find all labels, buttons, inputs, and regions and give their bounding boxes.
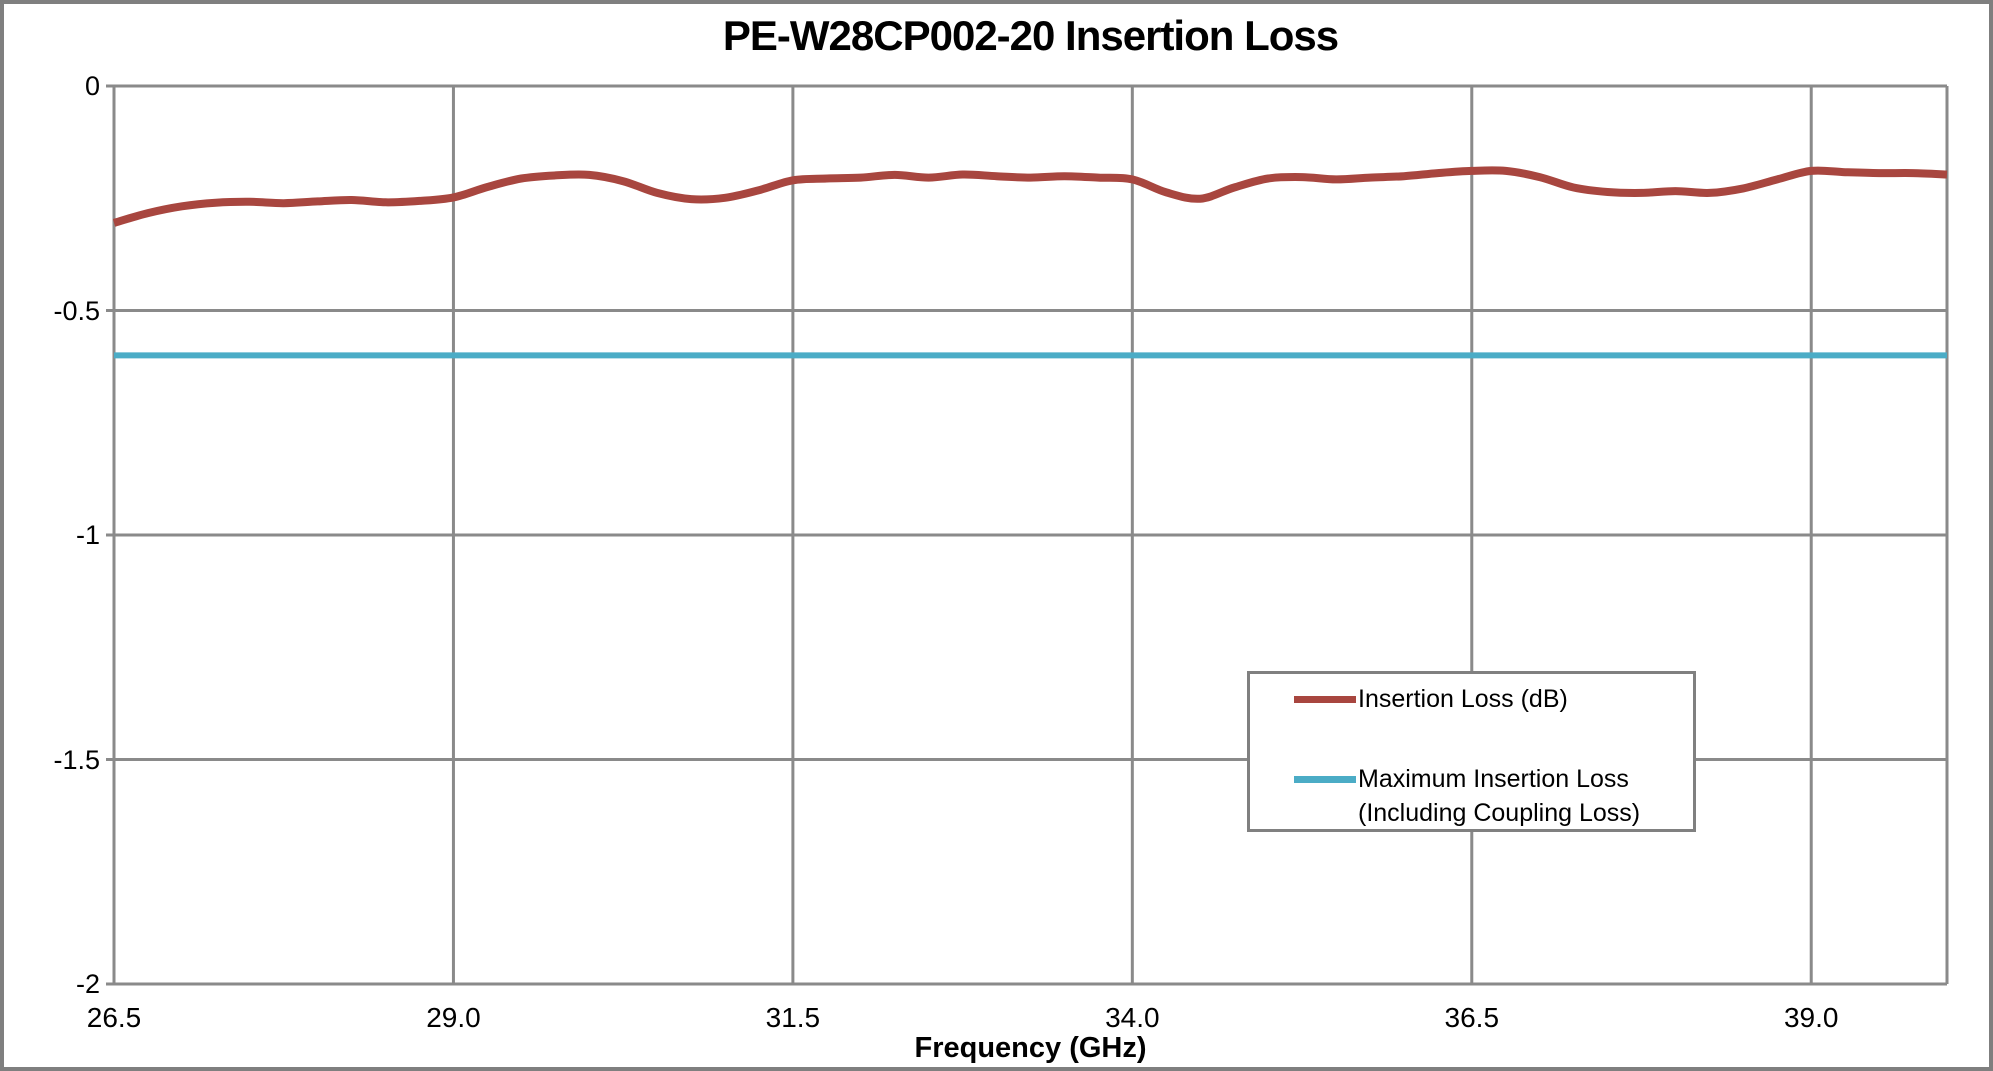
plot-area: [106, 84, 1949, 986]
y-tick-label: -2: [75, 969, 100, 999]
legend-line-swatch: [1294, 696, 1356, 703]
x-tick-label: 26.5: [86, 1002, 142, 1033]
legend-item: Insertion Loss (dB): [1294, 682, 1693, 716]
legend-item: Maximum Insertion Loss (Including Coupli…: [1294, 762, 1693, 830]
x-tick-label: 29.0: [426, 1002, 481, 1033]
x-axis-title: Frequency (GHz): [914, 1032, 1147, 1064]
legend: Insertion Loss (dB) Maximum Insertion Los…: [1247, 671, 1696, 832]
x-tick-label: 36.5: [1444, 1002, 1500, 1033]
series-line: [112, 166, 1948, 227]
y-tick-label: -1.5: [53, 744, 100, 775]
y-tick-label: -0.5: [53, 295, 100, 326]
legend-label: Maximum Insertion Loss (Including Coupli…: [1358, 765, 1641, 827]
legend-label: Insertion Loss (dB): [1358, 685, 1568, 713]
chart-title: PE-W28CP002-20 Insertion Loss: [722, 12, 1339, 59]
legend-line-swatch: [1294, 776, 1356, 783]
x-tick-label: 39.0: [1783, 1002, 1839, 1033]
y-tick-label: -1: [75, 520, 100, 550]
x-tick-label: 34.0: [1105, 1002, 1160, 1033]
x-tick-label: 31.5: [765, 1002, 821, 1033]
y-tick-label: 0: [84, 71, 100, 101]
